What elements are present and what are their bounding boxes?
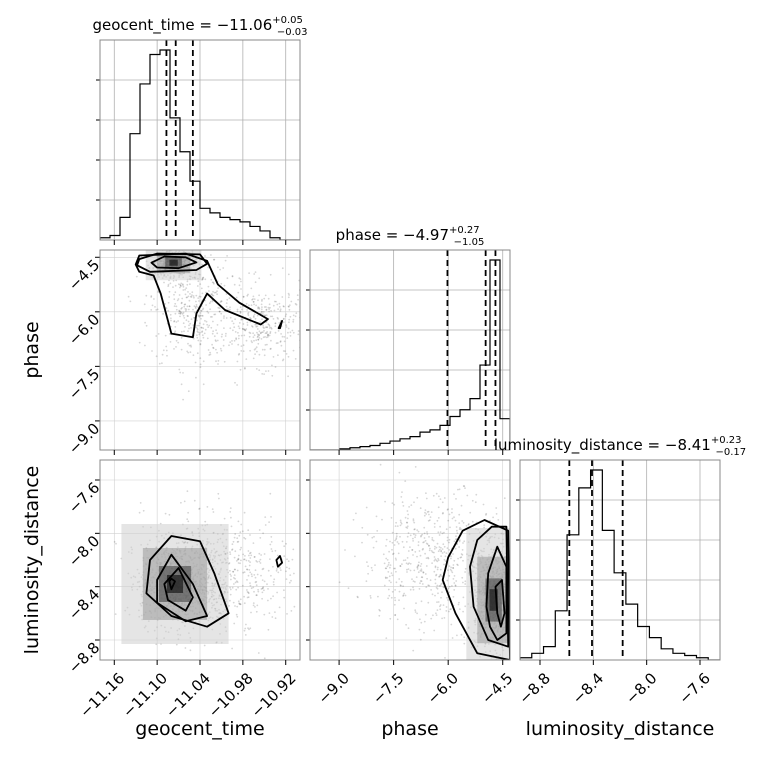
density-core [121,524,229,644]
y-tick-label: −7.6 [65,479,103,517]
y-tick-label: −7.5 [65,365,103,403]
y-tick-label: −4.5 [65,256,103,294]
x-tick-label: −6.0 [424,669,462,707]
x-tick-label: −11.04 [162,669,214,721]
panel-title-geocent_time: geocent_time = −11.06+0.05 −0.03 [92,15,307,38]
x-tick-label: −4.5 [478,669,516,707]
contour-1 [163,567,194,612]
contour-2 [134,252,269,339]
histogram-phase [310,259,510,450]
panel-frame [309,249,511,451]
panel-title-phase: phase = −4.97+0.27 −1.05 [336,225,485,248]
panel-2-1: −9.0 −7.5 −6.0 −4.5 phase [306,459,517,740]
panel-1-0: −9.0 −7.5 −6.0 −4.5 phase [21,249,301,458]
y-axis-label-phase: phase [21,321,43,378]
x-axis-label-geocent_time: geocent_time [135,718,264,740]
x-tick-label: −7.5 [369,669,407,707]
histogram-luminosity_distance [520,469,720,660]
x-tick-label: −8.4 [569,669,607,707]
contour-2 [469,525,510,648]
y-axis-label-luminosity_distance: luminosity_distance [21,466,43,655]
y-tick-label: −8.0 [65,532,103,570]
x-tick-label: −8.0 [622,669,660,707]
x-tick-label: −10.98 [205,669,257,721]
contour-0 [494,579,506,628]
x-tick-label: −11.10 [119,669,171,721]
contour-1 [485,545,508,641]
panel-frame [309,459,511,661]
panels-layer: geocent_time = −11.06+0.05 −0.03−9.0−7.5−… [21,15,746,740]
y-tick-label: −8.8 [65,639,103,677]
x-tick-label: −11.16 [76,669,128,721]
panel-2-2: luminosity_distance = −8.41+0.23 −0.17 −8.… [494,435,746,740]
contour-3 [277,320,283,330]
panel-2-0: −8.8 −8.4 −8.0 −7.6 luminosity_distance −11.1… [21,459,301,740]
contour-4 [275,555,283,568]
panel-title-luminosity_distance: luminosity_distance = −8.41+0.23 −0.17 [494,435,746,458]
x-tick-label: −7.6 [675,669,713,707]
panel-0-0: geocent_time = −11.06+0.05 −0.03 [92,15,308,245]
panel-1-1: phase = −4.97+0.27 −1.05 [306,225,511,455]
y-tick-label: −6.0 [65,310,103,348]
x-axis-label-phase: phase [381,718,438,740]
x-axis-label-luminosity_distance: luminosity_distance [526,718,715,740]
contour-3 [145,535,230,628]
y-tick-label: −8.4 [65,585,103,623]
histogram-geocent_time [100,49,300,240]
x-tick-label: −8.8 [515,669,553,707]
x-tick-label: −10.92 [248,669,300,721]
x-tick-label: −9.0 [314,669,352,707]
y-tick-label: −9.0 [65,419,103,457]
contour-0 [150,255,198,270]
contour-3 [441,519,510,660]
panel-frame [519,459,721,661]
contour-0 [168,577,176,591]
